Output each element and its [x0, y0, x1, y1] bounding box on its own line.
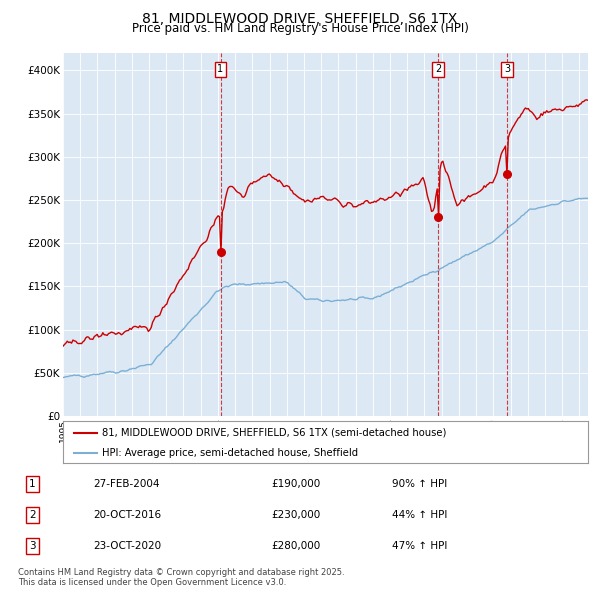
Text: 2: 2	[435, 64, 442, 74]
Text: 81, MIDDLEWOOD DRIVE, SHEFFIELD, S6 1TX (semi-detached house): 81, MIDDLEWOOD DRIVE, SHEFFIELD, S6 1TX …	[103, 428, 447, 438]
Text: 3: 3	[29, 541, 36, 551]
Text: 44% ↑ HPI: 44% ↑ HPI	[392, 510, 448, 520]
Text: 23-OCT-2020: 23-OCT-2020	[93, 541, 161, 551]
Text: 90% ↑ HPI: 90% ↑ HPI	[392, 478, 448, 489]
Text: 27-FEB-2004: 27-FEB-2004	[93, 478, 160, 489]
Text: 1: 1	[217, 64, 224, 74]
Text: 2: 2	[29, 510, 36, 520]
Text: Contains HM Land Registry data © Crown copyright and database right 2025.
This d: Contains HM Land Registry data © Crown c…	[18, 568, 344, 587]
Text: HPI: Average price, semi-detached house, Sheffield: HPI: Average price, semi-detached house,…	[103, 448, 359, 457]
Text: £280,000: £280,000	[271, 541, 320, 551]
Text: £190,000: £190,000	[271, 478, 320, 489]
Text: 47% ↑ HPI: 47% ↑ HPI	[392, 541, 448, 551]
Text: 3: 3	[504, 64, 510, 74]
Text: 81, MIDDLEWOOD DRIVE, SHEFFIELD, S6 1TX: 81, MIDDLEWOOD DRIVE, SHEFFIELD, S6 1TX	[142, 12, 458, 26]
Text: Price paid vs. HM Land Registry's House Price Index (HPI): Price paid vs. HM Land Registry's House …	[131, 22, 469, 35]
Text: 1: 1	[29, 478, 36, 489]
Text: £230,000: £230,000	[271, 510, 320, 520]
Text: 20-OCT-2016: 20-OCT-2016	[93, 510, 161, 520]
